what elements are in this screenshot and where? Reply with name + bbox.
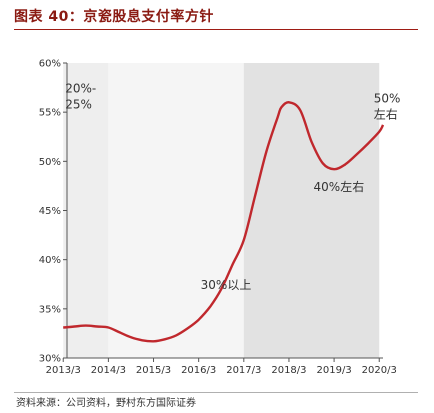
- x-tick-label: 2015/3: [136, 365, 171, 376]
- chart-series: [63, 101, 385, 343]
- source-divider: [14, 392, 418, 393]
- policy-bands: [63, 63, 380, 358]
- y-tick-label: 60%: [39, 59, 61, 70]
- y-tick-label: 35%: [39, 304, 61, 315]
- y-tick-label: 55%: [39, 108, 61, 119]
- y-tick-label: 30%: [39, 354, 61, 365]
- annotation-1-line-1: 20%-: [65, 82, 96, 96]
- x-tick-label: 2014/3: [91, 365, 126, 376]
- y-tick-label: 50%: [39, 157, 61, 168]
- chart-annotations: 20%- 25% 30%以上 40%左右 50%左右: [65, 82, 400, 293]
- y-tick-label: 40%: [39, 255, 61, 266]
- annotation-1-line-2: 25%: [65, 98, 92, 112]
- x-tick-label: 2017/3: [226, 365, 261, 376]
- y-tick-label: 45%: [39, 206, 61, 217]
- x-tick-label: 2016/3: [181, 365, 216, 376]
- title-divider: [14, 29, 418, 30]
- policy-band-1: [63, 63, 109, 358]
- x-tick-label: 2013/3: [46, 365, 81, 376]
- annotation-4-line-1: 50%: [374, 91, 401, 105]
- annotation-4-line-2: 左右: [374, 106, 398, 121]
- payout-ratio-line-1: [63, 101, 385, 343]
- x-tick-label: 2020/3: [362, 365, 397, 376]
- source-note: 资料来源：公司资料，野村东方国际证券: [16, 398, 196, 409]
- x-tick-label: 2018/3: [271, 365, 306, 376]
- chart-axes: 30% 35% 40% 45% 50% 55% 60% 2013/3 2014/3 2015/3 2…: [39, 59, 397, 377]
- policy-band-3: [243, 63, 380, 358]
- policy-band-2: [108, 63, 244, 358]
- x-tick-label: 2019/3: [317, 365, 352, 376]
- annotation-3-line-1: 40%左右: [314, 179, 365, 194]
- figure-title: 图表 40：京瓷股息支付率方针: [14, 9, 214, 25]
- annotation-2-line-1: 30%以上: [201, 278, 252, 292]
